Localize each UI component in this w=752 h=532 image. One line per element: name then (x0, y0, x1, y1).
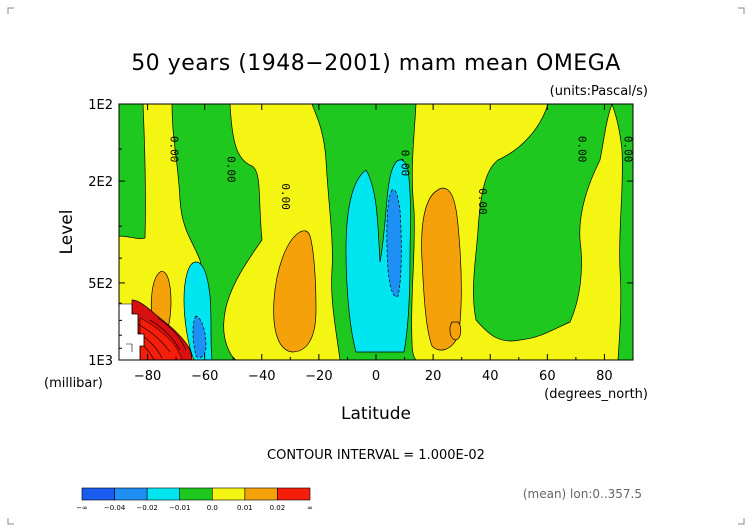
orange-patch-north (449, 321, 462, 341)
crop-marks (7, 7, 745, 525)
y-units-label: (millibar) (44, 376, 103, 391)
green-region-south-midlat (171, 104, 263, 360)
green-region-north-midlat (473, 104, 613, 342)
x-tick-label: −60 (191, 369, 218, 384)
x-units-label: (degrees_north) (544, 387, 648, 402)
y-axis-title: Level (57, 210, 77, 255)
colorbar: −∞ −0.04 −0.02 −0.01 0.0 0.01 0.02 ∞ (76, 487, 313, 512)
colorbar-swatch (81, 487, 115, 501)
x-tick-label: −20 (305, 369, 332, 384)
zero-contour-label: 0.00 (279, 183, 292, 210)
x-axis-title: Latitude (341, 404, 411, 424)
zero-contour-label: 0.00 (225, 156, 238, 183)
colorbar-label: −∞ (76, 504, 88, 512)
colorbar-label: −0.02 (136, 504, 157, 512)
colorbar-label: 0.01 (237, 504, 253, 512)
zero-contour-label: 0.00 (399, 150, 412, 177)
x-tick-label: 0 (372, 369, 380, 384)
colorbar-swatch (114, 487, 148, 501)
y-tick-label: 5E2 (88, 277, 113, 292)
zero-contour-label: 0.00 (167, 136, 180, 163)
zero-contour-label: 0.00 (621, 136, 634, 163)
green-region-south-polar (119, 104, 146, 239)
colorbar-swatch (277, 487, 311, 501)
blue-region-equatorial (386, 189, 402, 298)
x-tick-label: 20 (425, 369, 442, 384)
colorbar-label: 0.02 (270, 504, 286, 512)
colorbar-swatch (244, 487, 278, 501)
below-surface-steps (126, 304, 145, 360)
colorbar-label: ∞ (307, 504, 313, 512)
x-axis: −80 −60 −40 −20 0 20 40 60 80 (118, 104, 634, 384)
x-tick-label: 80 (596, 369, 613, 384)
y-axis: 1E2 2E2 5E2 1E3 (88, 98, 633, 369)
x-tick-label: 60 (539, 369, 556, 384)
colorbar-label: −0.04 (104, 504, 126, 512)
colorbar-swatch (211, 487, 246, 501)
y-tick-label: 1E3 (88, 354, 113, 369)
x-tick-label: −80 (134, 369, 161, 384)
units-label: (units:Pascal/s) (550, 84, 648, 99)
colorbar-label: −0.01 (169, 504, 190, 512)
x-tick-label: 40 (482, 369, 499, 384)
contour-interval-label: CONTOUR INTERVAL = 1.000E-02 (267, 448, 485, 463)
orange-region-south-subtropic (273, 230, 317, 353)
y-tick-label: 2E2 (88, 175, 113, 190)
y-tick-label: 1E2 (88, 98, 113, 113)
plot-area (119, 104, 633, 360)
green-region-north-polar (611, 104, 633, 360)
zero-contour-label: 0.00 (576, 136, 589, 163)
x-tick-label: −40 (248, 369, 275, 384)
colorbar-label: 0.0 (207, 504, 218, 512)
colorbar-swatch (146, 487, 181, 501)
red-region-south-polar-core (139, 317, 183, 360)
blue-region-south-subpolar (192, 315, 207, 358)
chart-title: 50 years (1948−2001) mam mean OMEGA (131, 51, 621, 76)
colorbar-swatch (179, 487, 213, 501)
zero-line-labels: 0.00 0.00 0.00 0.00 0.00 0.00 0.00 (167, 136, 634, 215)
footnote: (mean) lon:0..357.5 (523, 487, 642, 501)
zero-contour-label: 0.00 (476, 188, 489, 215)
